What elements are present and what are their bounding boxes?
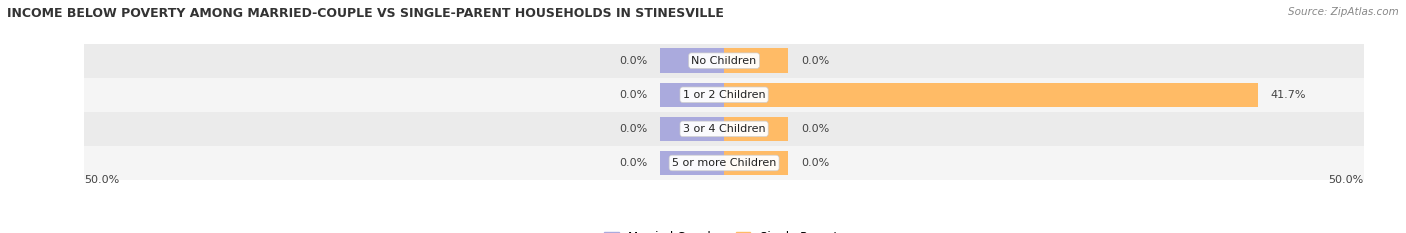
Text: No Children: No Children (692, 56, 756, 66)
Text: 0.0%: 0.0% (801, 158, 830, 168)
Text: 0.0%: 0.0% (801, 124, 830, 134)
Text: 3 or 4 Children: 3 or 4 Children (683, 124, 765, 134)
Text: 0.0%: 0.0% (619, 124, 647, 134)
Legend: Married Couples, Single Parents: Married Couples, Single Parents (600, 226, 848, 233)
Text: 41.7%: 41.7% (1271, 90, 1306, 100)
Bar (661, 48, 724, 73)
Text: 0.0%: 0.0% (619, 158, 647, 168)
Bar (724, 82, 1257, 107)
Bar (84, 146, 1364, 180)
Text: 5 or more Children: 5 or more Children (672, 158, 776, 168)
Text: 0.0%: 0.0% (619, 90, 647, 100)
Text: 1 or 2 Children: 1 or 2 Children (683, 90, 765, 100)
Bar (84, 112, 1364, 146)
Bar (661, 116, 724, 141)
Bar (724, 116, 787, 141)
Text: 0.0%: 0.0% (801, 56, 830, 66)
Bar (661, 151, 724, 175)
Text: 0.0%: 0.0% (619, 56, 647, 66)
Bar (724, 151, 787, 175)
Text: INCOME BELOW POVERTY AMONG MARRIED-COUPLE VS SINGLE-PARENT HOUSEHOLDS IN STINESV: INCOME BELOW POVERTY AMONG MARRIED-COUPL… (7, 7, 724, 20)
Bar (84, 44, 1364, 78)
Bar (661, 82, 724, 107)
Text: 50.0%: 50.0% (84, 175, 120, 185)
Bar (84, 78, 1364, 112)
Text: Source: ZipAtlas.com: Source: ZipAtlas.com (1288, 7, 1399, 17)
Text: 50.0%: 50.0% (1329, 175, 1364, 185)
Bar (724, 48, 787, 73)
